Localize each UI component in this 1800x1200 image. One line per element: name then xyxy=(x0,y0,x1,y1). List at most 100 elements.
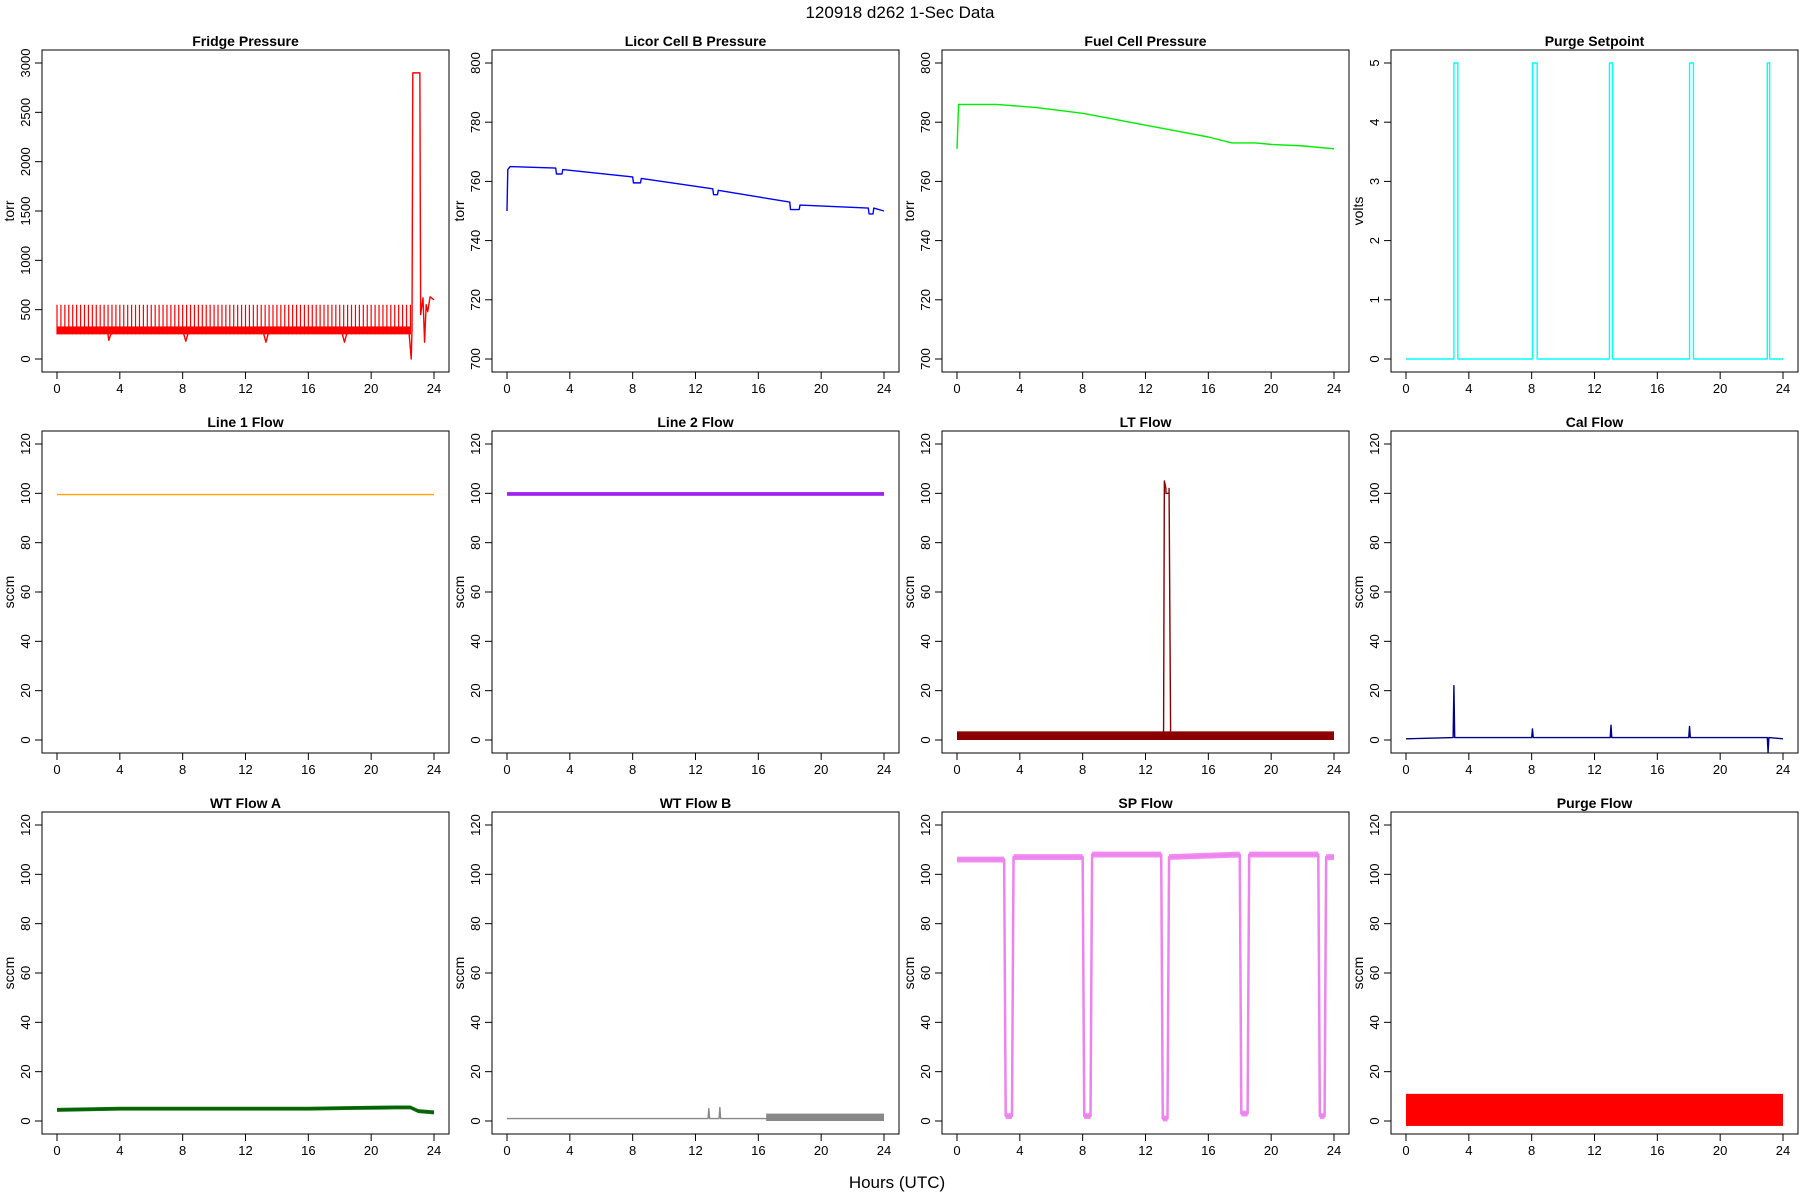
panel-title: Line 2 Flow xyxy=(657,414,733,430)
y-tick-label: 80 xyxy=(1367,535,1382,549)
y-tick-label: 100 xyxy=(1367,482,1382,504)
y-tick-label: 80 xyxy=(18,535,33,549)
y-axis-label: sccm xyxy=(1,957,17,990)
plot-area xyxy=(1406,62,1783,360)
x-tick-label: 16 xyxy=(1201,381,1215,396)
y-tick-label: 0 xyxy=(1367,736,1382,743)
x-tick-label: 0 xyxy=(53,762,60,777)
y-tick-label: 20 xyxy=(1367,683,1382,697)
y-tick-label: 120 xyxy=(468,433,483,455)
y-tick-label: 60 xyxy=(918,966,933,980)
chart-panel: Fridge Pressure 0 4 8 12 16 20 24 0 500 1000 1500 20… xyxy=(1,33,450,396)
series-line xyxy=(957,853,1334,1120)
x-tick-label: 20 xyxy=(1264,381,1278,396)
y-axis-label: sccm xyxy=(901,576,917,609)
x-tick-label: 8 xyxy=(179,762,186,777)
series-line xyxy=(956,103,1335,150)
y-tick-label: 1 xyxy=(1367,296,1382,303)
y-tick-label: 760 xyxy=(918,171,933,193)
chart-panel: WT Flow B 0 4 8 12 16 20 24 0 20 40 60 80 100 120 sccm xyxy=(451,795,900,1158)
x-tick-label: 24 xyxy=(1776,762,1790,777)
y-tick-label: 1000 xyxy=(18,246,33,275)
x-tick-label: 24 xyxy=(1327,762,1341,777)
panel-title: Cal Flow xyxy=(1566,414,1624,430)
x-tick-label: 12 xyxy=(1138,381,1152,396)
x-tick-label: 16 xyxy=(1201,1143,1215,1158)
x-tick-label: 8 xyxy=(1528,762,1535,777)
x-tick-label: 0 xyxy=(1402,762,1409,777)
plot-area xyxy=(56,72,435,360)
x-tick-label: 0 xyxy=(953,1143,960,1158)
x-tick-label: 8 xyxy=(1079,1143,1086,1158)
y-tick-label: 500 xyxy=(18,299,33,321)
x-tick-label: 0 xyxy=(53,381,60,396)
x-tick-label: 12 xyxy=(688,762,702,777)
y-tick-label: 120 xyxy=(1367,433,1382,455)
y-tick-label: 20 xyxy=(18,1064,33,1078)
panel-title: Line 1 Flow xyxy=(207,414,283,430)
y-tick-label: 20 xyxy=(468,1064,483,1078)
x-tick-label: 0 xyxy=(53,1143,60,1158)
y-axis-label: torr xyxy=(901,200,917,221)
x-tick-label: 20 xyxy=(364,381,378,396)
x-tick-label: 4 xyxy=(566,381,573,396)
x-tick-label: 24 xyxy=(877,381,891,396)
x-tick-label: 8 xyxy=(629,1143,636,1158)
y-tick-label: 40 xyxy=(918,634,933,648)
y-tick-label: 40 xyxy=(1367,634,1382,648)
series-line xyxy=(506,165,885,215)
y-tick-label: 700 xyxy=(918,348,933,370)
x-tick-label: 24 xyxy=(1327,381,1341,396)
x-tick-label: 16 xyxy=(301,381,315,396)
y-tick-label: 2 xyxy=(1367,237,1382,244)
x-tick-label: 12 xyxy=(238,762,252,777)
panel-title: SP Flow xyxy=(1118,795,1172,811)
x-tick-label: 4 xyxy=(116,762,123,777)
x-tick-label: 20 xyxy=(1713,1143,1727,1158)
series-line xyxy=(57,72,435,360)
panel-title: Licor Cell B Pressure xyxy=(625,33,767,49)
y-tick-label: 80 xyxy=(918,535,933,549)
series-line xyxy=(1406,62,1783,360)
series-line xyxy=(957,480,1334,737)
y-tick-label: 800 xyxy=(918,52,933,74)
y-tick-label: 80 xyxy=(918,916,933,930)
x-tick-label: 24 xyxy=(877,1143,891,1158)
panel-title: WT Flow A xyxy=(210,795,281,811)
figure-x-axis-label: Hours (UTC) xyxy=(849,1173,945,1192)
x-tick-label: 20 xyxy=(1713,381,1727,396)
x-tick-label: 16 xyxy=(301,1143,315,1158)
y-tick-label: 720 xyxy=(468,289,483,311)
x-tick-label: 8 xyxy=(629,381,636,396)
x-tick-label: 16 xyxy=(751,381,765,396)
x-tick-label: 0 xyxy=(503,762,510,777)
x-tick-label: 16 xyxy=(751,762,765,777)
x-tick-label: 24 xyxy=(1776,1143,1790,1158)
x-tick-label: 4 xyxy=(1016,381,1023,396)
chart-panel: Cal Flow 0 4 8 12 16 20 24 0 20 40 60 80 100 120 sccm xyxy=(1350,414,1799,777)
chart-panel: Line 2 Flow 0 4 8 12 16 20 24 0 20 40 60 80 100 120 scc… xyxy=(451,414,900,777)
y-tick-label: 40 xyxy=(918,1015,933,1029)
y-tick-label: 40 xyxy=(468,634,483,648)
y-tick-label: 100 xyxy=(1367,863,1382,885)
y-tick-label: 0 xyxy=(468,736,483,743)
y-tick-label: 120 xyxy=(918,814,933,836)
y-tick-label: 60 xyxy=(468,585,483,599)
y-tick-label: 3 xyxy=(1367,178,1382,185)
y-tick-label: 60 xyxy=(1367,585,1382,599)
y-tick-label: 80 xyxy=(1367,916,1382,930)
y-tick-label: 80 xyxy=(18,916,33,930)
y-tick-label: 720 xyxy=(918,289,933,311)
x-tick-label: 4 xyxy=(566,762,573,777)
y-tick-label: 60 xyxy=(18,585,33,599)
y-tick-label: 740 xyxy=(918,230,933,252)
y-tick-label: 40 xyxy=(468,1015,483,1029)
plot-area xyxy=(56,1105,435,1115)
x-tick-label: 20 xyxy=(814,762,828,777)
x-tick-label: 20 xyxy=(1264,762,1278,777)
x-tick-label: 0 xyxy=(503,1143,510,1158)
plot-area xyxy=(506,165,885,215)
x-tick-label: 12 xyxy=(688,1143,702,1158)
panel-title: Purge Setpoint xyxy=(1545,33,1645,49)
data-band xyxy=(766,1113,884,1121)
